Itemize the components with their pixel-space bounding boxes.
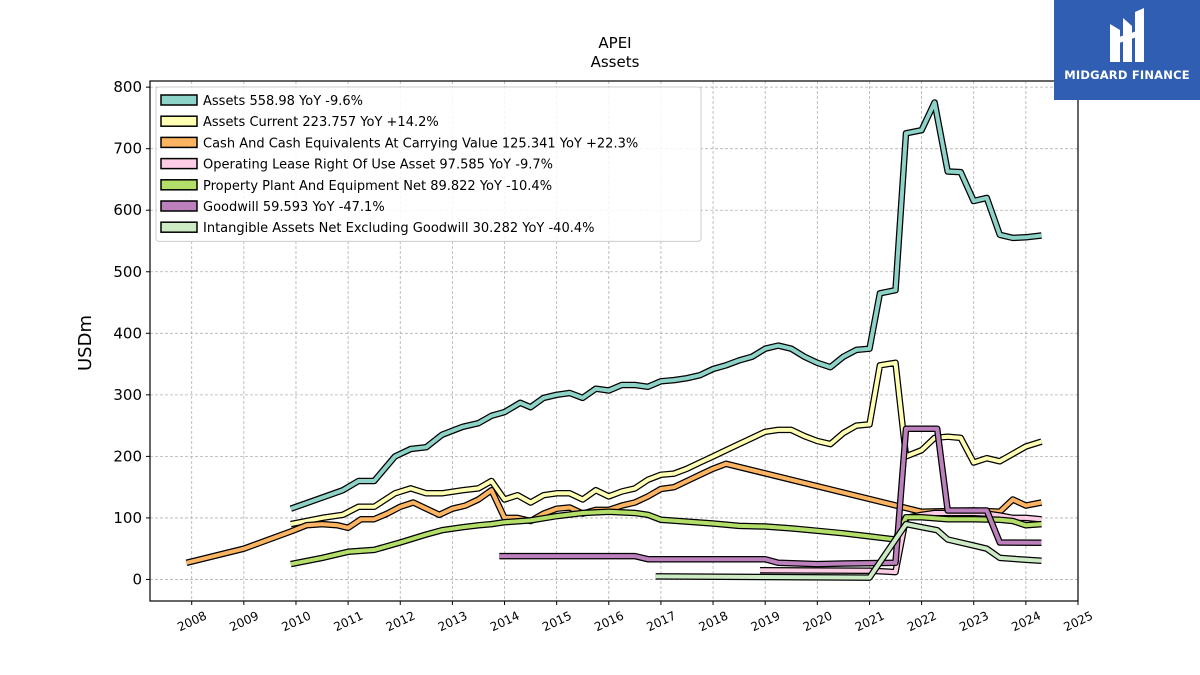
x-tick-label: 2015	[540, 609, 574, 635]
legend-label: Assets Current 223.757 YoY +14.2%	[203, 115, 439, 130]
series-property-plant-and-equipment-net	[290, 508, 1042, 568]
series-line	[290, 509, 1042, 567]
series-goodwill	[499, 425, 1042, 568]
legend-swatch	[160, 94, 198, 106]
legend-box	[155, 86, 702, 242]
series-line	[655, 522, 1042, 580]
y-tick-label: 300	[113, 386, 142, 404]
x-axis-ticks: 2008 2009 2010 2011 2012 2013 2014 2015 2016 2017…	[175, 601, 1095, 634]
x-tick-label: 2025	[1062, 609, 1096, 635]
x-tick-label: 2014	[488, 609, 522, 635]
series-line	[290, 360, 1043, 527]
y-tick-label: 400	[113, 324, 142, 342]
midgard-finance-logo: MIDGARD FINANCE	[1054, 0, 1200, 100]
legend-swatch	[160, 221, 198, 233]
x-tick-label: 2020	[801, 609, 835, 635]
series-assets	[289, 99, 1042, 512]
legend-swatch	[160, 136, 198, 149]
legend: Assets 558.98 YoY -9.6% Assets Current 22…	[155, 86, 702, 242]
chart-title: APEI	[598, 34, 631, 52]
series-assets-current	[290, 359, 1043, 528]
x-tick-label: 2023	[957, 609, 991, 635]
legend-label: Assets 558.98 YoY -9.6%	[203, 94, 363, 109]
legend-swatch	[160, 157, 198, 170]
legend-label: Cash And Cash Equivalents At Carrying Va…	[203, 136, 638, 151]
chart-subtitle: Assets	[591, 53, 640, 71]
legend-label: Goodwill 59.593 YoY -47.1%	[203, 200, 385, 215]
x-tick-label: 2019	[749, 609, 783, 635]
x-tick-label: 2024	[1009, 609, 1043, 635]
y-tick-label: 100	[113, 509, 142, 527]
x-tick-label: 2008	[175, 609, 209, 635]
x-tick-label: 2011	[332, 609, 366, 635]
x-tick-label: 2010	[279, 609, 313, 635]
logo-text: MIDGARD FINANCE	[1064, 68, 1190, 82]
series-line	[290, 100, 1042, 511]
x-tick-label: 2012	[384, 609, 418, 635]
x-tick-label: 2022	[905, 609, 939, 635]
y-tick-label: 700	[113, 140, 142, 158]
legend-swatch	[160, 179, 198, 191]
x-tick-label: 2009	[227, 609, 261, 635]
plot-frame	[149, 80, 1079, 602]
y-tick-label: 200	[113, 447, 142, 465]
y-tick-label: 800	[113, 78, 142, 96]
legend-swatch	[160, 115, 198, 127]
legend-swatch	[160, 200, 198, 212]
y-tick-label: 0	[132, 570, 142, 588]
y-axis-ticks: 0 100 200 300 400 500 600 700 800	[113, 78, 150, 588]
logo-mark-icon	[1110, 8, 1144, 62]
series-line	[499, 426, 1042, 567]
x-tick-label: 2018	[697, 609, 731, 635]
legend-label: Intangible Assets Net Excluding Goodwill…	[203, 221, 594, 236]
x-tick-label: 2016	[592, 609, 626, 635]
y-tick-label: 600	[113, 201, 142, 219]
series-lines	[185, 99, 1043, 581]
y-tick-label: 500	[113, 263, 142, 281]
x-tick-label: 2017	[644, 609, 678, 635]
series-intangible-assets-net-excluding-goodwill	[655, 520, 1042, 581]
x-tick-label: 2021	[853, 609, 887, 635]
y-axis-label: USDm	[75, 315, 96, 371]
legend-label: Property Plant And Equipment Net 89.822 …	[203, 179, 552, 194]
x-tick-label: 2013	[436, 609, 470, 635]
legend-label: Operating Lease Right Of Use Asset 97.58…	[203, 158, 553, 173]
